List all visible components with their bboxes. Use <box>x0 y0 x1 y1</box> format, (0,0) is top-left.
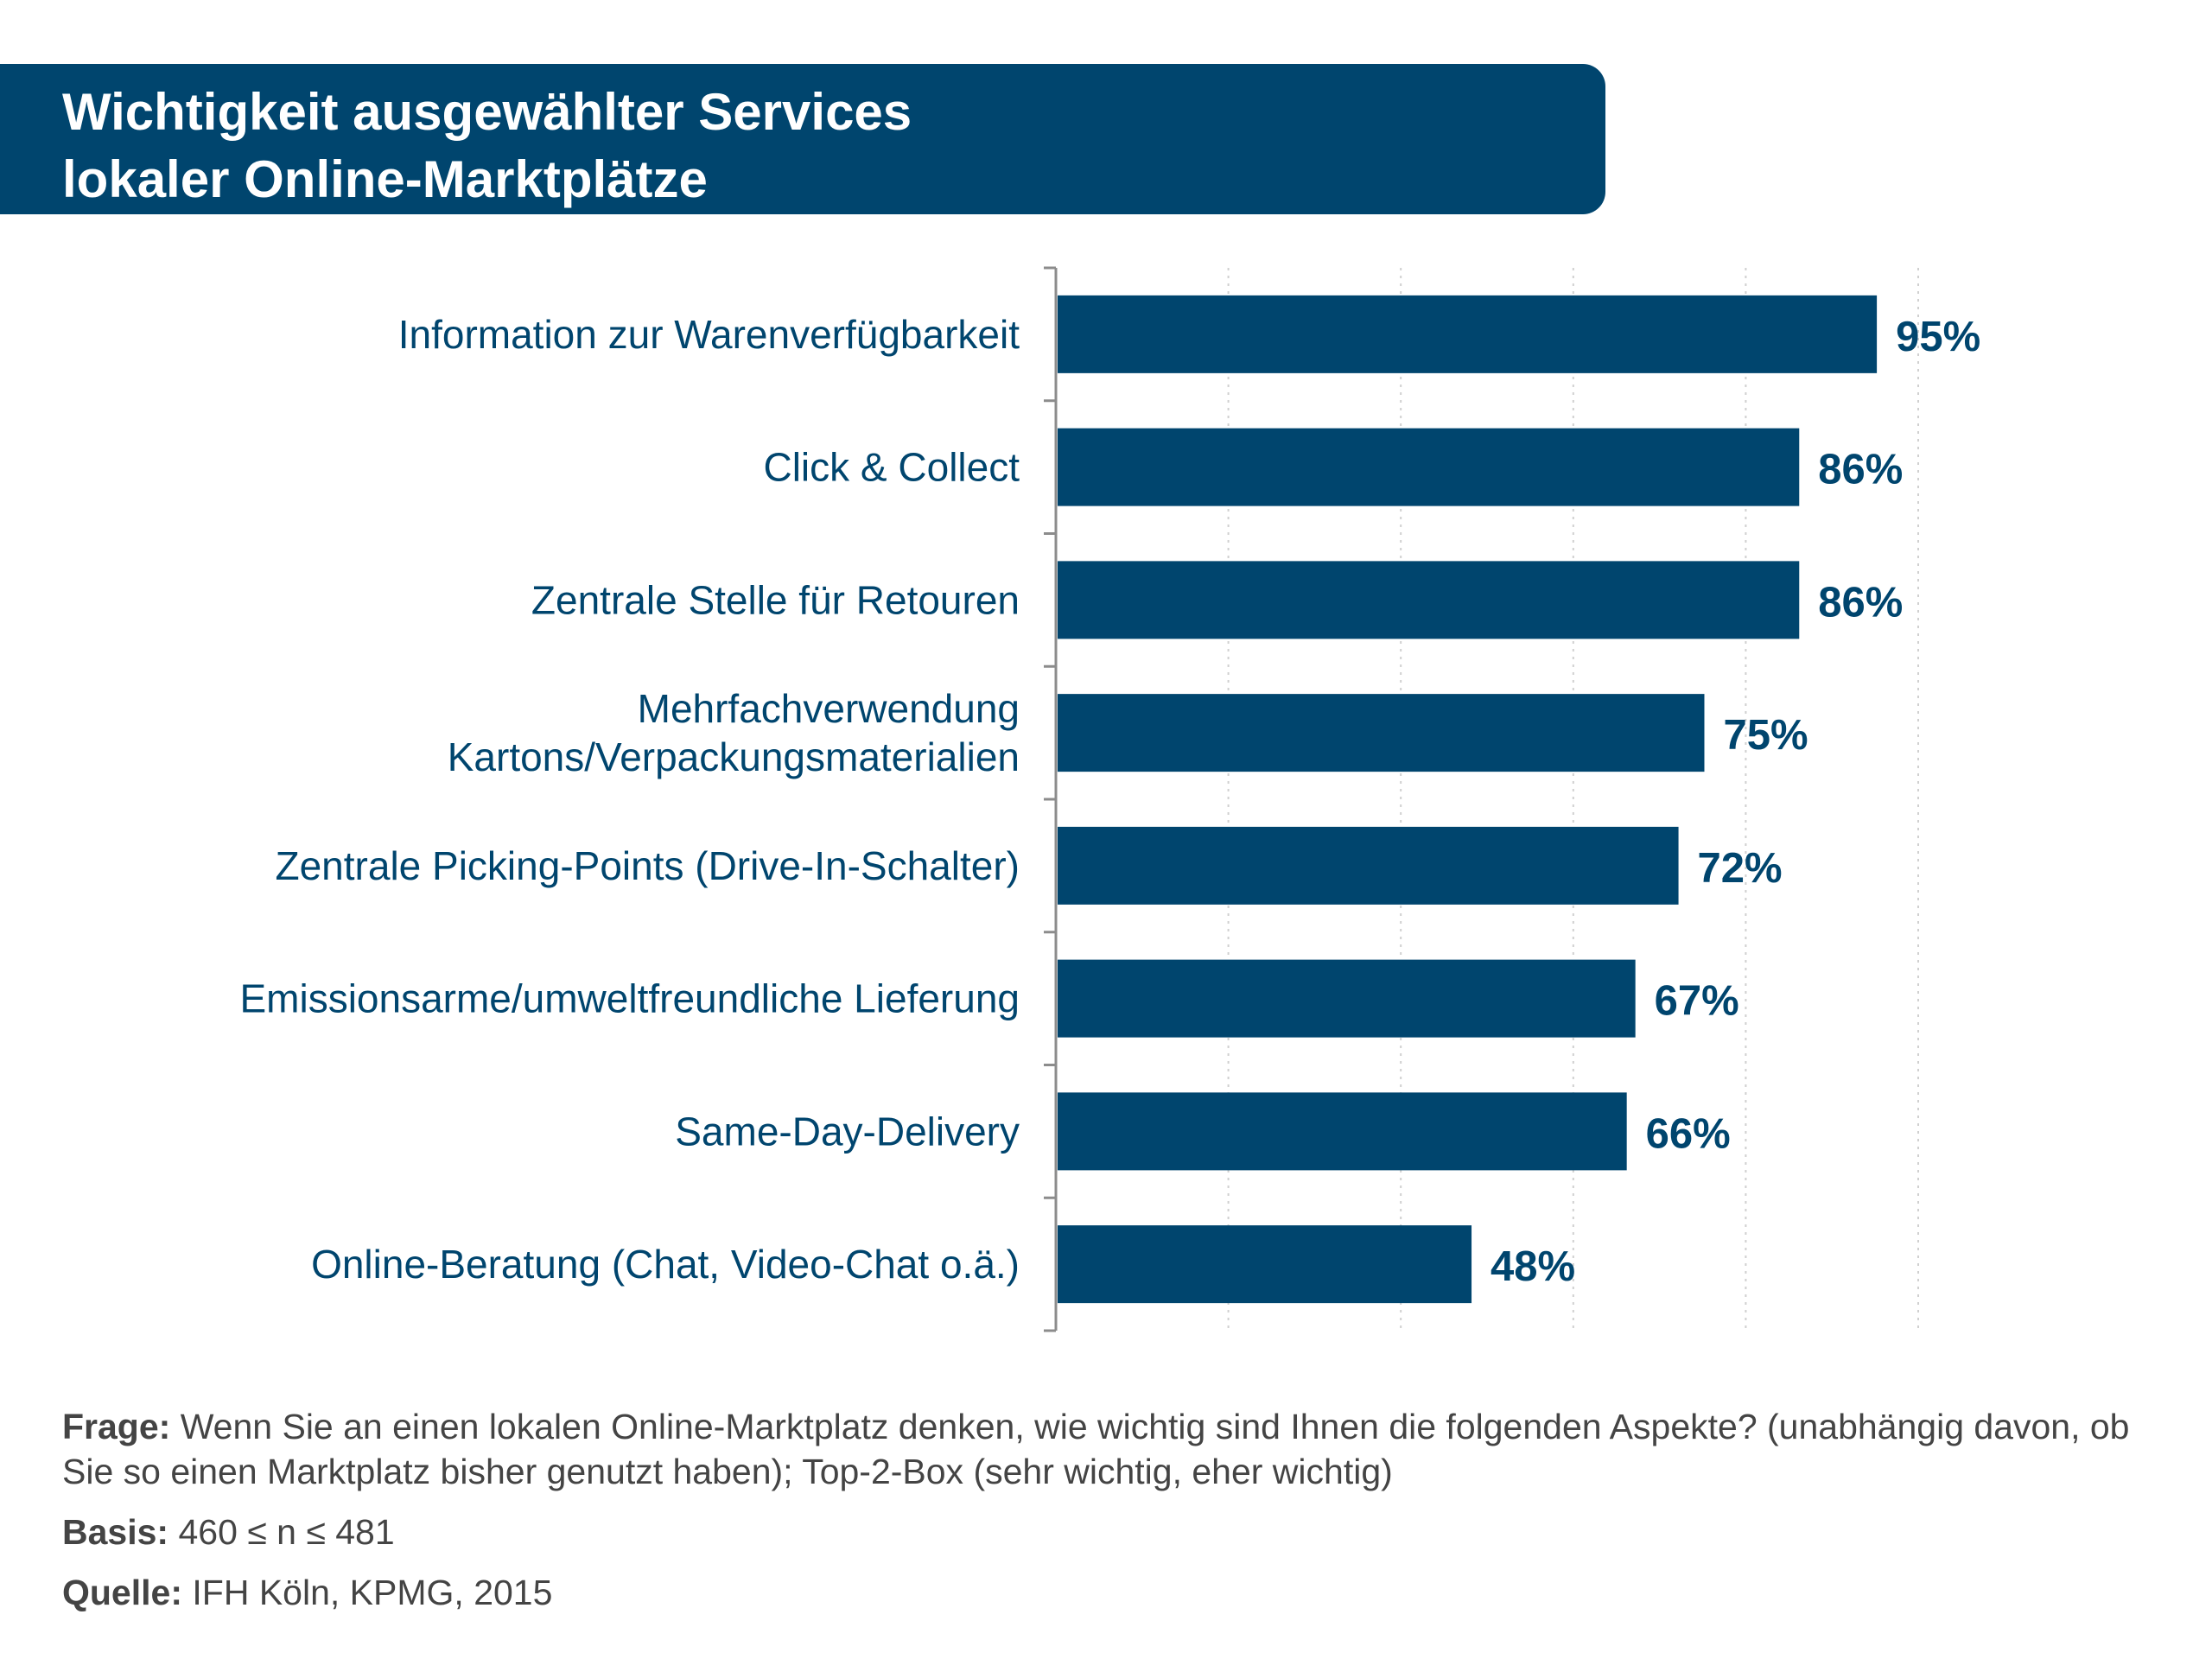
bar <box>1058 959 1636 1038</box>
quelle-label: Quelle: <box>62 1573 182 1612</box>
category-label: Same-Day-Delivery <box>675 1109 1020 1154</box>
bar <box>1058 428 1800 506</box>
category-label: Zentrale Stelle für Retouren <box>531 577 1020 622</box>
category-label: Zentrale Picking-Points (Drive-In-Schalt… <box>276 843 1020 888</box>
bar <box>1058 295 1878 373</box>
frage-label: Frage: <box>62 1407 171 1446</box>
category-label: Online-Beratung (Chat, Video-Chat o.ä.) <box>311 1242 1020 1287</box>
footnote-frage: Frage: Wenn Sie an einen lokalen Online-… <box>62 1404 2153 1494</box>
bar <box>1058 1092 1627 1171</box>
category-label: Emissionsarme/umweltfreundliche Lieferun… <box>239 976 1020 1021</box>
value-label: 95% <box>1896 314 1980 360</box>
bar <box>1058 826 1679 905</box>
category-label: Mehrfachverwendung Kartons/Verpackungsmat… <box>448 686 1020 779</box>
footnotes: Frage: Wenn Sie an einen lokalen Online-… <box>62 1404 2153 1630</box>
chart-title-line-2: lokaler Online-Marktplätze <box>62 150 708 208</box>
value-label: 75% <box>1724 712 1808 759</box>
title-banner: Wichtigkeit ausgewählter Services lokale… <box>0 64 1605 214</box>
frage-text: Wenn Sie an einen lokalen Online-Marktpl… <box>62 1407 2130 1491</box>
value-label: 86% <box>1818 579 1903 626</box>
footnote-basis: Basis: 460 ≤ n ≤ 481 <box>62 1510 2153 1554</box>
quelle-text: IFH Köln, KPMG, 2015 <box>192 1573 553 1612</box>
value-label: 86% <box>1818 447 1903 493</box>
bar <box>1058 1225 1472 1304</box>
category-label: Click & Collect <box>763 445 1020 490</box>
bar <box>1058 561 1800 639</box>
category-label: Information zur Warenverfügbarkeit <box>398 312 1020 357</box>
basis-text: 460 ≤ n ≤ 481 <box>178 1512 395 1552</box>
value-label: 72% <box>1698 845 1783 892</box>
value-label: 48% <box>1491 1243 1575 1290</box>
bar-chart: Information zur Warenverfügbarkeit 95% Cli… <box>239 266 1980 1332</box>
value-label: 66% <box>1646 1110 1731 1157</box>
chart-title-line-1: Wichtigkeit ausgewählter Services <box>62 83 912 141</box>
value-label: 67% <box>1655 978 1739 1025</box>
footnote-quelle: Quelle: IFH Köln, KPMG, 2015 <box>62 1570 2153 1615</box>
bar <box>1058 694 1705 772</box>
basis-label: Basis: <box>62 1512 169 1552</box>
